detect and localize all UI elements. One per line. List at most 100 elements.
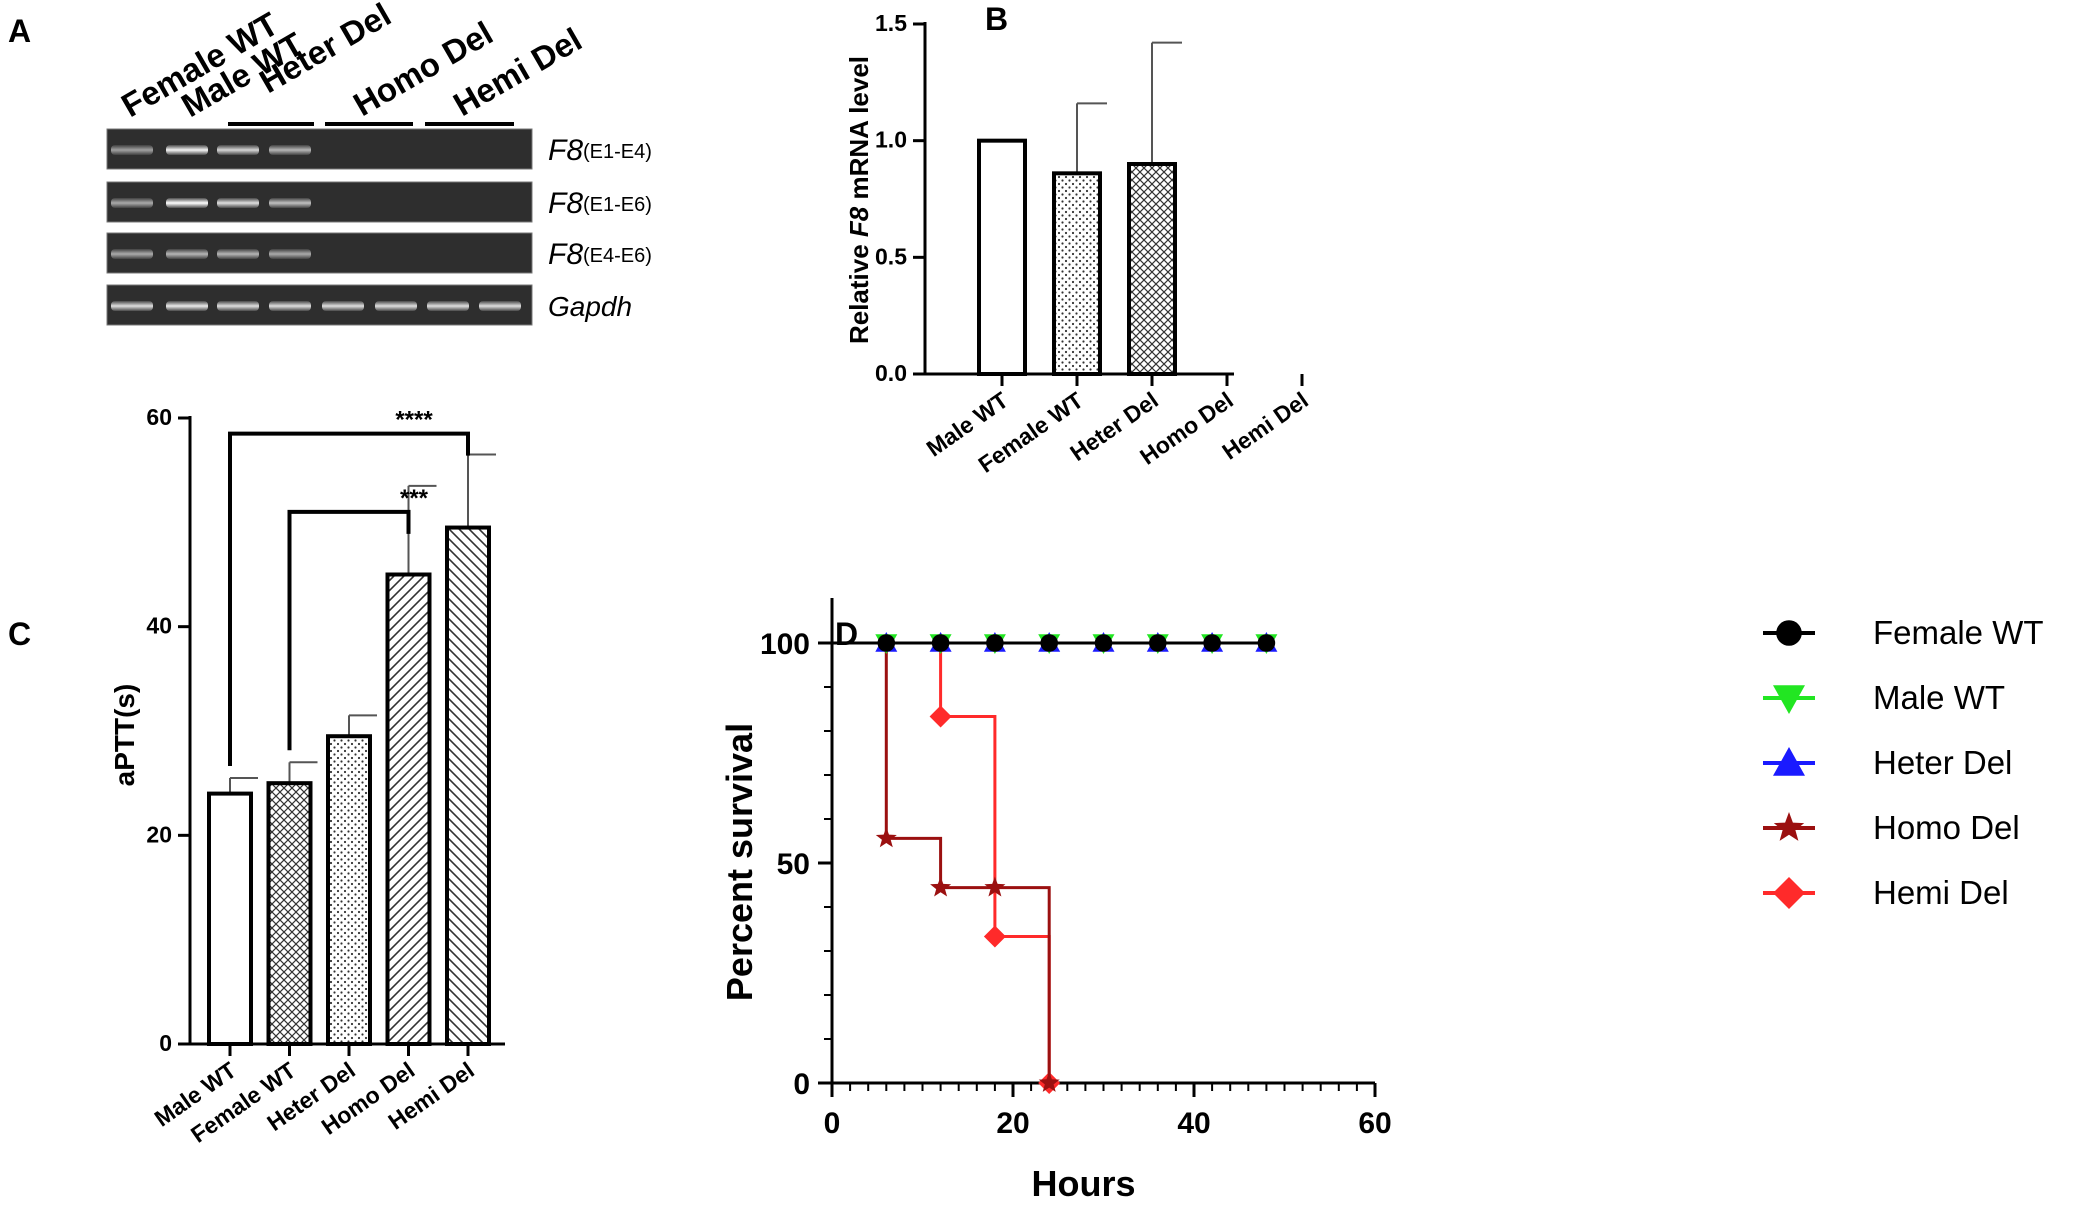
panel-d-chart: D 0 20 40 60 0 50 100 Hours Percent survival Fem… xyxy=(719,598,2044,1204)
y-axis-label: aPTT(s) xyxy=(109,684,140,787)
gel-band xyxy=(427,301,469,311)
x-tick-label: 40 xyxy=(1177,1107,1210,1140)
bar-male-wt xyxy=(207,791,253,1046)
y-tick-label: 0 xyxy=(159,1030,172,1056)
gel-band xyxy=(166,145,208,155)
gel-row-2: F8 (E1-E6) xyxy=(106,181,652,223)
bar-homo-del xyxy=(385,572,432,1046)
y-axis-label-gene: F8 xyxy=(844,206,874,237)
legend-marker-male-wt xyxy=(1773,685,1805,714)
data-point-female-wt xyxy=(1257,634,1276,652)
legend-label-hemi-del: Hemi Del xyxy=(1873,874,2009,911)
gel-band xyxy=(111,145,153,155)
gel-band xyxy=(166,301,208,311)
legend-label-heter-del: Heter Del xyxy=(1873,744,2012,781)
legend-label-female-wt: Female WT xyxy=(1873,614,2044,651)
bar-female-wt xyxy=(1052,171,1102,376)
significance-label-2: *** xyxy=(400,485,429,512)
gel-band xyxy=(269,198,311,208)
legend-marker-homo-del xyxy=(1773,812,1805,841)
gel-band xyxy=(269,301,311,311)
series-female-wt xyxy=(832,634,1276,652)
bar-female-wt xyxy=(266,781,313,1047)
gel-band xyxy=(111,301,153,311)
gel-row-gene-label: F8 xyxy=(548,187,583,220)
y-tick-label: 0.5 xyxy=(875,243,907,269)
gel-rows: F8 (E1-E4)F8 (E1-E6)F8 (E4-E6)Gapdh xyxy=(106,128,652,326)
data-point-homo-del xyxy=(930,876,952,897)
data-point-hemi-del xyxy=(929,705,952,728)
panel-label-d: D xyxy=(835,616,858,652)
panel-d-plot-area: 0 20 40 60 0 50 100 Hours Percent survival xyxy=(719,598,1392,1204)
gel-row-exon-label: (E4-E6) xyxy=(583,245,652,267)
gel-row-gene-label: F8 xyxy=(548,238,583,271)
bar-heter-del xyxy=(326,734,372,1046)
panel-label-b: B xyxy=(985,1,1008,37)
gel-band xyxy=(217,145,259,155)
series-hemi-del xyxy=(832,641,1061,1094)
data-point-female-wt xyxy=(1149,634,1167,652)
panel-label-c: C xyxy=(8,616,31,652)
y-tick-label: 40 xyxy=(146,613,172,639)
y-tick-label: 20 xyxy=(146,821,172,847)
legend-marker-hemi-del xyxy=(1773,877,1805,909)
data-point-female-wt xyxy=(877,634,896,652)
y-tick-label: 1.5 xyxy=(875,10,907,36)
data-point-female-wt xyxy=(1094,634,1113,652)
gel-row-gene-label: F8 xyxy=(548,134,583,167)
legend-label-homo-del: Homo Del xyxy=(1873,809,2020,846)
gel-band xyxy=(217,198,259,208)
significance-bracket-2 xyxy=(287,509,411,751)
gel-row-exon-label: (E1-E4) xyxy=(583,141,652,163)
legend-marker-heter-del xyxy=(1773,747,1805,776)
bar-heter-del xyxy=(1127,162,1177,376)
x-tick-label: 20 xyxy=(996,1107,1029,1140)
y-tick-label: 60 xyxy=(146,404,172,430)
gel-band xyxy=(111,249,153,259)
panel-label-a: A xyxy=(8,13,31,49)
legend-marker-female-wt xyxy=(1776,620,1802,646)
legend-label-male-wt: Male WT xyxy=(1873,679,2005,716)
y-tick-label: 100 xyxy=(760,628,810,661)
gel-row-exon-label: (E1-E6) xyxy=(583,194,652,216)
gel-band xyxy=(269,249,311,259)
panel-d-legend: Female WT Male WT Heter Del Homo Del Hemi De… xyxy=(1763,614,2044,911)
x-tick-label: 0 xyxy=(824,1107,841,1140)
data-point-homo-del xyxy=(1038,1072,1060,1092)
series-homo-del xyxy=(832,641,1060,1092)
gel-band xyxy=(166,249,208,259)
x-tick-label-hemi-del: Hemi Del xyxy=(1217,387,1313,465)
bar-hemi-del xyxy=(445,525,491,1046)
data-point-homo-del xyxy=(984,876,1006,897)
y-axis-label-prefix: Relative xyxy=(844,237,874,344)
y-axis-label: Relative F8 mRNA level xyxy=(844,56,874,344)
gel-row-4: Gapdh xyxy=(106,284,632,326)
gel-band xyxy=(269,145,311,155)
y-tick-label: 0 xyxy=(793,1068,810,1101)
data-point-female-wt xyxy=(931,634,950,652)
gel-band xyxy=(217,301,259,311)
gel-row-gene-label: Gapdh xyxy=(548,291,632,322)
data-point-hemi-del xyxy=(983,925,1006,948)
y-axis-label: Percent survival xyxy=(719,723,760,1001)
gel-band xyxy=(217,249,259,259)
gel-row-3: F8 (E4-E6) xyxy=(106,232,652,274)
x-axis-label: Hours xyxy=(1031,1163,1135,1204)
significance-bracket-1 xyxy=(228,431,470,766)
gel-band xyxy=(375,301,417,311)
y-tick-label: 1.0 xyxy=(875,127,907,153)
gel-row-1: F8 (E1-E4) xyxy=(106,128,652,170)
data-point-homo-del xyxy=(875,827,897,848)
gel-band xyxy=(111,198,153,208)
gel-background xyxy=(106,128,533,170)
bar-male-wt xyxy=(977,138,1027,376)
gel-band xyxy=(479,301,521,311)
data-point-female-wt xyxy=(986,634,1004,652)
